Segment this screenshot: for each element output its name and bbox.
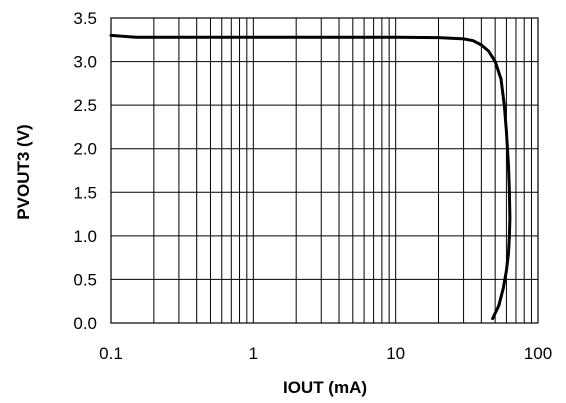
x-tick-label: 1 — [249, 344, 258, 363]
y-tick-label: 3.0 — [73, 53, 97, 72]
y-tick-label: 2.0 — [73, 140, 97, 159]
x-tick-label: 100 — [524, 344, 552, 363]
y-tick-label: 1.5 — [73, 183, 97, 202]
x-tick-labels: 0.1 1 10 100 — [99, 344, 552, 363]
series-group — [109, 33, 512, 321]
y-axis-label: PVOUT3 (V) — [14, 124, 33, 219]
y-tick-label: 1.0 — [73, 227, 97, 246]
y-tick-label: 0.5 — [73, 270, 97, 289]
y-tick-label: 2.5 — [73, 96, 97, 115]
x-tick-label: 10 — [386, 344, 405, 363]
grid — [110, 17, 538, 324]
x-axis-label: IOUT (mA) — [283, 378, 367, 397]
x-tick-label: 0.1 — [99, 344, 123, 363]
y-tick-label: 3.5 — [73, 9, 97, 28]
series-line — [109, 33, 512, 321]
plot-frame — [110, 17, 539, 324]
y-tick-labels: 0.0 0.5 1.0 1.5 2.0 2.5 3.0 3.5 — [73, 9, 97, 333]
y-tick-label: 0.0 — [73, 314, 97, 333]
plot-border — [110, 17, 539, 324]
